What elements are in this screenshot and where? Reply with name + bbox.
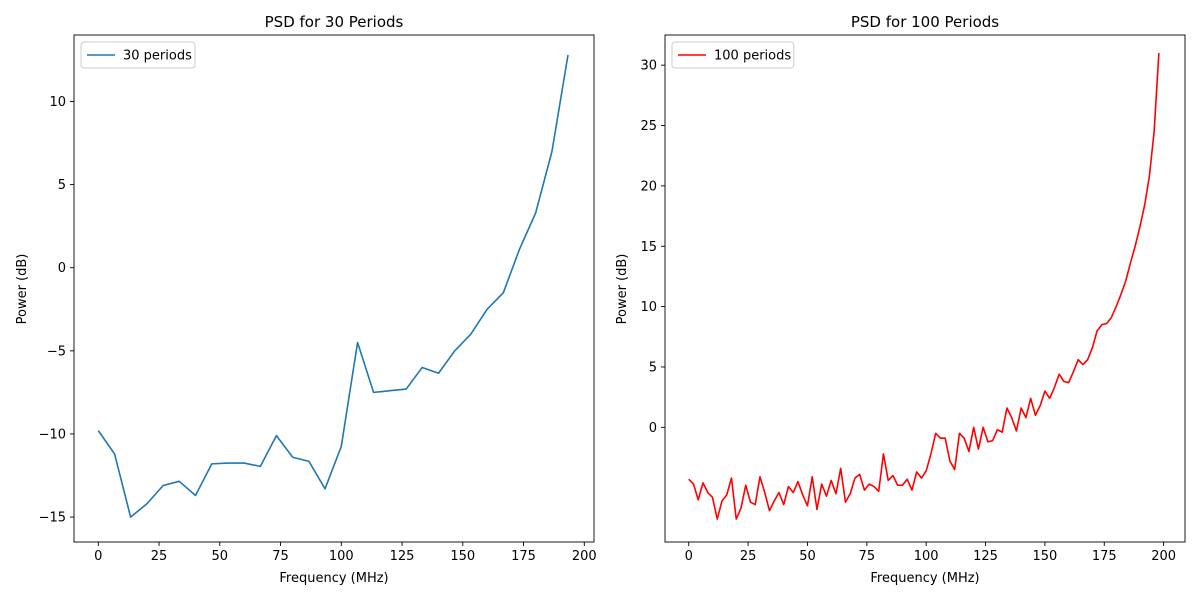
- x-tick-label: 200: [1151, 549, 1176, 564]
- x-tick-label: 200: [572, 549, 597, 564]
- legend: 100 periods: [671, 41, 795, 69]
- y-tick-label: −10: [39, 427, 66, 442]
- chart-psd-100-periods: PSD for 100 Periods Frequency (MHz) Powe…: [615, 13, 1186, 586]
- x-tick-label: 150: [1032, 549, 1057, 564]
- x-tick-label: 75: [859, 549, 876, 564]
- x-tick-label: 100: [329, 549, 354, 564]
- x-tick-label: 125: [390, 549, 415, 564]
- y-tick-label: 20: [640, 179, 657, 194]
- x-tick-label: 50: [799, 549, 816, 564]
- x-tick-label: 0: [94, 549, 102, 564]
- series-line-0: [97, 54, 569, 518]
- legend-box: [80, 41, 196, 69]
- y-tick-label: −5: [47, 344, 66, 359]
- x-tick-label: 175: [1092, 549, 1117, 564]
- plot-frame: [664, 34, 1186, 543]
- y-tick-label: 10: [49, 95, 66, 110]
- y-tick-label: 15: [640, 240, 657, 255]
- y-axis-label: Power (dB): [15, 254, 30, 325]
- x-tick-label: 25: [151, 549, 168, 564]
- y-tick-label: 30: [640, 59, 657, 74]
- legend-box: [671, 41, 795, 69]
- plot-frame: [73, 34, 595, 543]
- y-axis-label: Power (dB): [615, 254, 630, 325]
- legend-label-0: 100 periods: [714, 49, 791, 64]
- y-tick-label: 0: [58, 261, 66, 276]
- y-tick-label: −15: [39, 511, 66, 526]
- legend: 30 periods: [80, 41, 196, 69]
- x-axis-label: Frequency (MHz): [870, 571, 979, 586]
- x-tick-label: 125: [973, 549, 998, 564]
- x-axis-label: Frequency (MHz): [279, 571, 388, 586]
- chart-title: PSD for 100 Periods: [851, 13, 999, 31]
- series-line-0: [688, 53, 1160, 520]
- x-tick-label: 75: [272, 549, 289, 564]
- y-tick-label: 5: [649, 360, 657, 375]
- chart-title: PSD for 30 Periods: [265, 13, 404, 31]
- y-tick-label: 5: [58, 178, 66, 193]
- legend-label-0: 30 periods: [123, 49, 192, 64]
- x-tick-label: 0: [685, 549, 693, 564]
- x-tick-label: 50: [212, 549, 229, 564]
- x-tick-label: 150: [450, 549, 475, 564]
- x-tick-label: 100: [914, 549, 939, 564]
- y-tick-label: 25: [640, 119, 657, 134]
- chart-psd-30-periods: PSD for 30 Periods Frequency (MHz) Power…: [15, 13, 597, 586]
- x-tick-label: 25: [740, 549, 757, 564]
- x-tick-label: 175: [511, 549, 536, 564]
- y-tick-label: 0: [649, 421, 657, 436]
- y-tick-label: 10: [640, 300, 657, 315]
